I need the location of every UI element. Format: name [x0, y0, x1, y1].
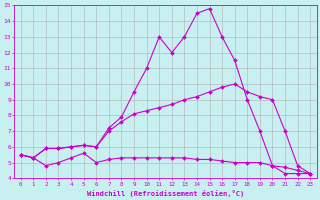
X-axis label: Windchill (Refroidissement éolien,°C): Windchill (Refroidissement éolien,°C) [87, 190, 244, 197]
